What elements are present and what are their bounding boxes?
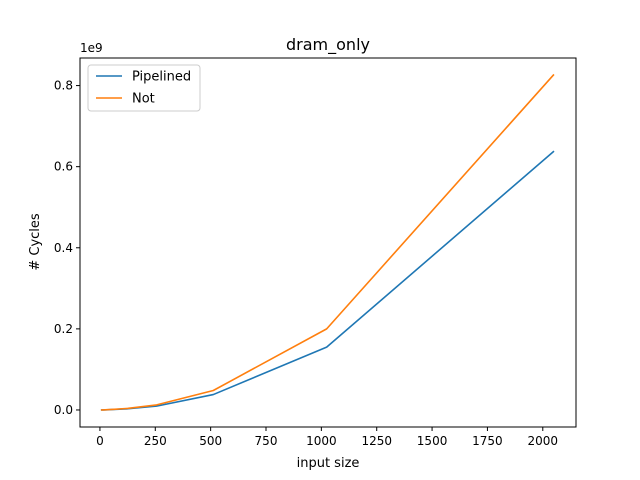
legend-label-not: Not [132, 92, 155, 107]
x-axis-label: input size [297, 456, 360, 471]
x-tick-label: 0 [96, 434, 104, 448]
x-tick-label: 2000 [528, 434, 559, 448]
y-tick-label: 0.6 [54, 160, 73, 174]
plot-frame [79, 57, 577, 428]
plot-area [79, 57, 577, 428]
x-tick-label: 1500 [417, 434, 448, 448]
x-tick-label: 1250 [361, 434, 392, 448]
y-tick-label: 0.4 [54, 241, 73, 255]
x-axis: 0 250 500 750 1000 1250 1500 1750 2000 [96, 427, 558, 448]
x-tick-label: 750 [255, 434, 278, 448]
x-tick-label: 1750 [472, 434, 503, 448]
x-tick-label: 500 [199, 434, 222, 448]
series-line-not [100, 73, 555, 411]
series-layer [100, 73, 555, 411]
y-tick-label: 0.0 [54, 403, 73, 417]
y-tick-label: 0.2 [54, 322, 73, 336]
x-tick-label: 250 [144, 434, 167, 448]
y-offset-label: 1e9 [80, 41, 103, 55]
legend: Pipelined Not [87, 64, 201, 112]
y-axis-label: # Cycles [28, 213, 43, 271]
y-axis: 0.0 0.2 0.4 0.6 0.8 [54, 79, 80, 417]
x-tick-label: 1000 [306, 434, 337, 448]
chart-title: dram_only [286, 35, 370, 55]
y-tick-label: 0.8 [54, 79, 73, 93]
legend-label-pipelined: Pipelined [132, 70, 191, 85]
